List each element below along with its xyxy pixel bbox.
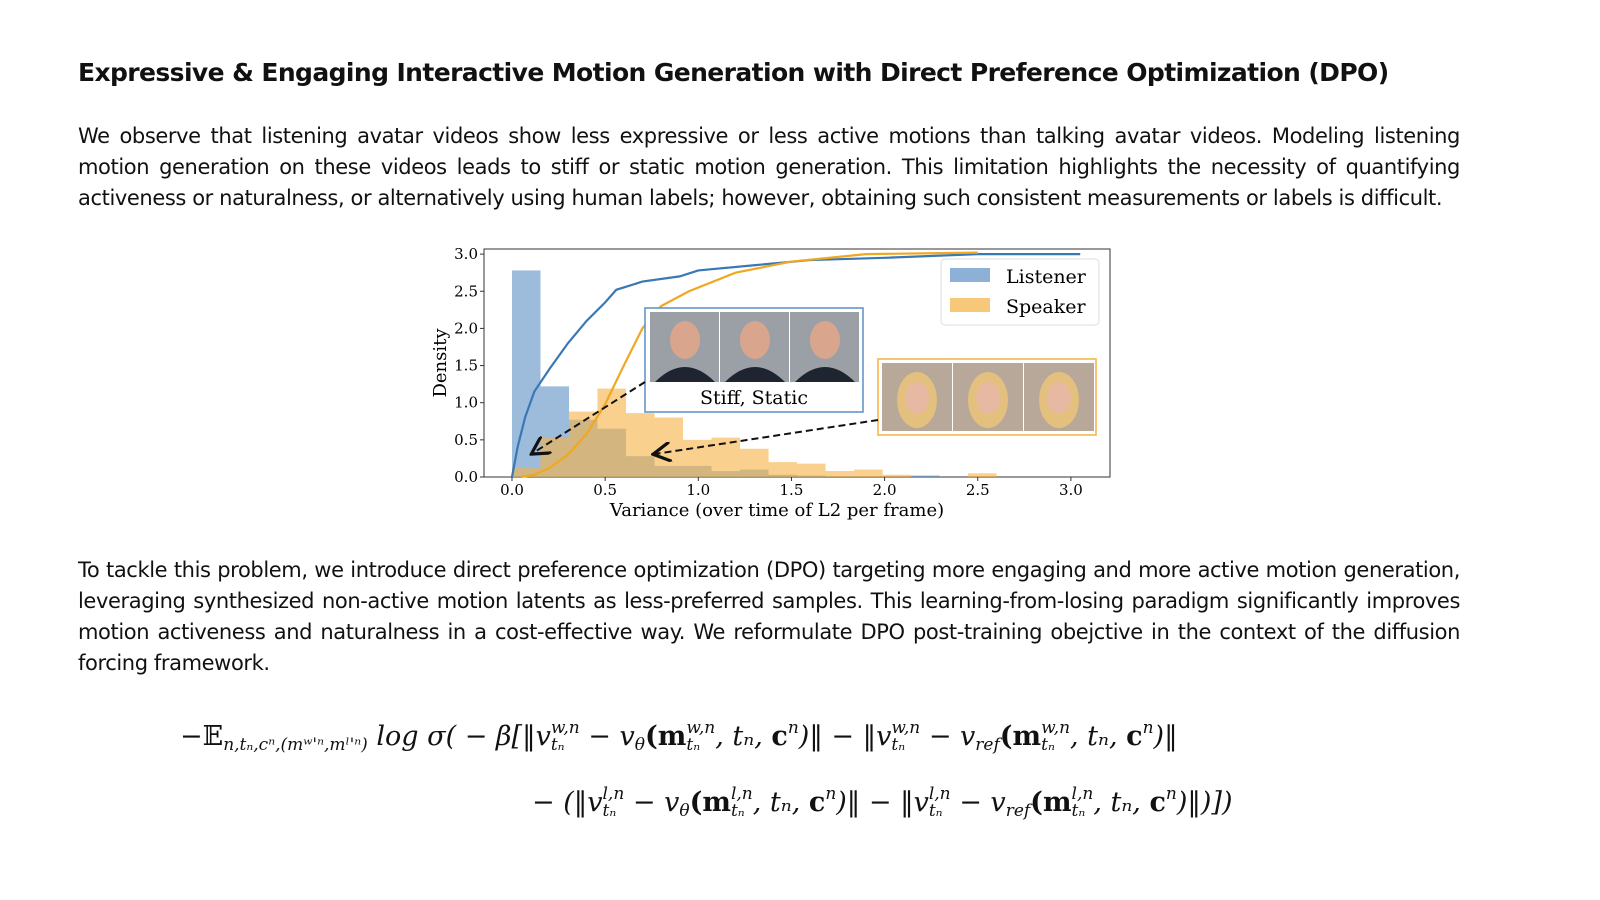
legend-label-speaker: Speaker — [1006, 296, 1087, 318]
suit-image — [655, 367, 715, 382]
histogram-bar-speaker — [968, 473, 997, 477]
y-tick-label: 2.5 — [454, 282, 478, 300]
x-tick-label: 1.5 — [780, 481, 804, 499]
cdf-line-listener — [510, 253, 1081, 478]
equation-term: )‖ − ‖v l,n tₙ — [836, 784, 951, 821]
equation-term: , tₙ, — [1093, 786, 1150, 818]
face-image — [740, 321, 770, 359]
intro-paragraph: We observe that listening avatar videos … — [78, 124, 1460, 210]
histogram-bar-speaker — [768, 462, 798, 477]
equation-term: − v θ — [579, 720, 646, 755]
equation-term: − v θ — [624, 786, 690, 821]
histogram-bar-speaker — [740, 448, 769, 477]
equation-term: (m l,n tₙ — [1030, 784, 1094, 821]
y-tick-label: 0.5 — [454, 431, 478, 449]
histogram-bar-speaker — [512, 468, 541, 477]
equation-term: )‖)]) — [1176, 786, 1233, 818]
method-paragraph: To tackle this problem, we introduce dir… — [78, 558, 1460, 675]
inset-caption: Stiff, Static — [700, 387, 808, 409]
equation-term: − v ref — [950, 786, 1031, 821]
legend-label-listener: Listener — [1006, 266, 1087, 288]
x-tick-label: 2.0 — [873, 481, 897, 499]
equation-term: (m l,n tₙ — [689, 784, 753, 821]
x-tick-label: 0.5 — [593, 481, 617, 499]
equation-term: log σ( − β[‖v w,n tₙ — [367, 718, 580, 755]
dpo-objective-line-1: −𝔼 n,tₙ,cⁿ,(mʷ'ⁿ,mˡ'ⁿ) log σ( − β[‖v w,n t… — [180, 720, 1178, 754]
cdf-line-speaker — [521, 251, 978, 479]
histogram-bar-speaker — [597, 388, 627, 477]
suit-image — [725, 367, 785, 382]
page-title: Expressive & Engaging Interactive Motion… — [78, 58, 1389, 87]
equation-term: − (‖v l,n tₙ — [532, 784, 625, 821]
equation-term: , tₙ, — [752, 786, 809, 818]
y-tick-label: 1.0 — [454, 394, 478, 412]
equation-term: , tₙ, — [715, 720, 772, 752]
equation-term: −𝔼 n,tₙ,cⁿ,(mʷ'ⁿ,mˡ'ⁿ) — [180, 720, 368, 755]
histogram-bar-speaker — [854, 469, 883, 477]
suit-image — [795, 367, 855, 382]
x-axis-label: Variance (over time of L2 per frame) — [609, 500, 944, 521]
equation-term: − v ref — [920, 720, 1000, 755]
equation-term: (m w,n tₙ — [645, 718, 716, 755]
x-tick-label: 1.0 — [686, 481, 710, 499]
x-tick-label: 0.0 — [500, 481, 524, 499]
y-tick-label: 2.0 — [454, 319, 478, 337]
face-image — [810, 321, 840, 359]
equation-term: , tₙ, — [1070, 720, 1127, 752]
arrow-to-speaker — [655, 419, 879, 454]
y-tick-label: 3.0 — [454, 245, 478, 263]
equation-term: (m w,n tₙ — [999, 718, 1071, 755]
histogram-bar-speaker — [825, 471, 855, 477]
face-image — [905, 382, 929, 414]
variance-density-chart: 0.0 0.5 1.0 1.5 2.0 2.5 3.0 0.0 0.5 1.0 1.5 2.0 2.5 3… — [430, 245, 1111, 521]
histogram-bar-speaker — [797, 463, 826, 477]
face-image — [670, 321, 700, 359]
histogram-bar-speaker — [882, 474, 912, 477]
x-tick-label: 3.0 — [1059, 481, 1083, 499]
face-image — [976, 382, 1000, 414]
equation-term: )‖ − ‖v w,n tₙ — [798, 718, 921, 755]
y-axis-label: Density — [430, 328, 451, 398]
legend-swatch-speaker — [950, 298, 990, 312]
y-tick-label: 0.0 — [454, 468, 478, 486]
face-image — [1047, 382, 1071, 414]
histogram-bar-listener — [512, 270, 541, 477]
x-tick-label: 2.5 — [966, 481, 990, 499]
histogram-bar-speaker — [683, 439, 712, 477]
equation-term: )‖ — [1153, 720, 1178, 752]
arrow-to-listener — [533, 381, 646, 453]
histogram-bar-speaker — [626, 413, 655, 477]
legend-swatch-listener — [950, 268, 990, 282]
histogram-bar-speaker — [654, 417, 684, 477]
histogram-bar-listener — [911, 475, 940, 477]
y-tick-label: 1.5 — [454, 357, 478, 375]
